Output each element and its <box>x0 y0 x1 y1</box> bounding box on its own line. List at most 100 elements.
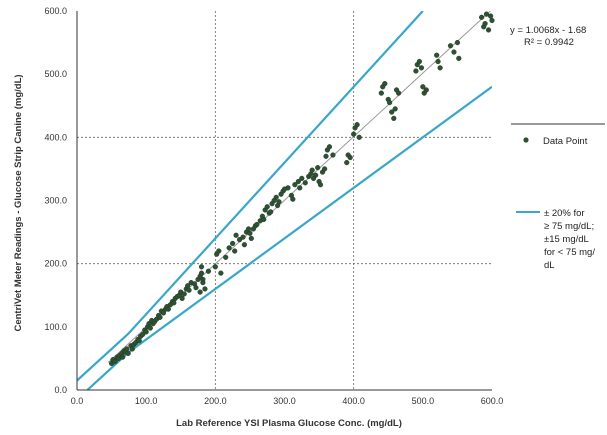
data-point <box>454 39 461 46</box>
data-point <box>309 167 315 173</box>
data-point <box>482 21 488 27</box>
data-point <box>226 245 232 251</box>
y-tick-label: 600.0 <box>44 6 67 16</box>
data-point <box>268 209 274 215</box>
data-point <box>435 58 441 65</box>
data-point <box>297 185 303 191</box>
data-point <box>236 237 243 243</box>
x-axis-title: Lab Reference YSI Plasma Glucose Conc. (… <box>176 418 402 429</box>
data-point <box>451 49 457 55</box>
data-point <box>351 131 357 137</box>
y-axis-title: CentriVet Meter Readings - Glucose Strip… <box>13 74 24 331</box>
data-point <box>387 99 393 106</box>
data-point <box>299 175 305 181</box>
data-point <box>198 264 205 270</box>
data-point <box>179 295 185 302</box>
data-point <box>197 289 203 295</box>
data-point <box>413 68 419 74</box>
data-point <box>264 204 270 210</box>
upper-bound-line <box>77 11 424 382</box>
data-point <box>382 81 388 87</box>
data-point <box>344 160 350 166</box>
data-point <box>391 115 397 121</box>
data-point <box>420 84 426 90</box>
x-tick-label: 300.0 <box>273 396 296 406</box>
data-point <box>322 166 328 172</box>
data-point <box>285 185 291 191</box>
data-point <box>290 196 296 202</box>
data-point <box>248 235 254 242</box>
data-point <box>165 306 171 312</box>
legend-label-bounds-line: ≥ 75 mg/dL; <box>544 221 594 232</box>
data-point <box>112 358 118 365</box>
x-tick-label: 600.0 <box>481 396 504 406</box>
data-point <box>193 285 199 291</box>
x-tick-label: 400.0 <box>342 396 365 406</box>
data-point <box>171 300 177 306</box>
y-tick-label: 100.0 <box>44 322 67 332</box>
data-point <box>323 153 329 159</box>
data-point <box>136 338 142 344</box>
data-point <box>212 264 218 270</box>
data-point <box>200 276 206 283</box>
data-point <box>456 55 462 61</box>
x-tick-label: 0.0 <box>71 396 84 406</box>
axes <box>76 11 492 391</box>
x-tick-label: 200.0 <box>204 396 227 406</box>
legend-label-data-point: Data Point <box>543 136 588 147</box>
y-tick-label: 0.0 <box>54 385 67 395</box>
data-point <box>447 43 454 49</box>
data-point <box>205 268 212 274</box>
data-point <box>315 165 321 171</box>
data-point <box>423 87 429 93</box>
data-point <box>241 242 247 248</box>
data-points <box>108 11 495 367</box>
data-point <box>125 350 131 356</box>
y-tick-labels: 0.0 100.0 200.0 300.0 400.0 500.0 600.0 <box>44 6 67 395</box>
data-point <box>292 182 298 188</box>
data-point <box>418 65 425 71</box>
data-point <box>489 17 495 24</box>
legend-label-bounds-line: for < 75 mg/ <box>544 247 595 258</box>
data-point <box>313 172 319 178</box>
data-point <box>120 354 126 360</box>
legend-label-bounds-line: ± 20% for <box>544 208 585 219</box>
data-point <box>488 13 494 19</box>
legend-label-bounds-line: ±15 mg/dL <box>544 234 589 245</box>
data-point <box>317 182 324 188</box>
data-point <box>230 240 236 247</box>
data-point <box>356 134 362 140</box>
data-point <box>129 346 135 352</box>
data-point <box>223 254 229 260</box>
data-point <box>240 234 246 240</box>
data-point <box>347 154 353 161</box>
data-point <box>302 180 308 186</box>
data-point <box>437 65 443 71</box>
lower-bound-line <box>86 85 492 390</box>
legend-label-bounds-line: dL <box>544 260 555 271</box>
legend: Data Point ± 20% for ≥ 75 mg/dL; ±15 mg/dL f… <box>516 136 595 271</box>
data-point <box>396 90 402 96</box>
data-point <box>261 216 267 223</box>
y-tick-label: 300.0 <box>44 196 67 206</box>
data-point <box>186 287 192 293</box>
data-point <box>378 90 384 96</box>
data-point <box>485 27 492 33</box>
data-point <box>140 331 146 338</box>
data-point <box>326 144 333 150</box>
y-tick-label: 500.0 <box>44 69 67 79</box>
data-point <box>143 329 149 335</box>
y-tick-label: 200.0 <box>44 259 67 269</box>
data-point <box>330 152 336 158</box>
legend-dot-marker <box>523 137 529 143</box>
data-point <box>273 194 279 200</box>
data-point <box>354 122 360 128</box>
data-point <box>216 248 222 254</box>
data-point <box>247 230 253 236</box>
data-point <box>233 232 239 238</box>
data-point <box>276 199 282 205</box>
x-tick-label: 100.0 <box>135 396 158 406</box>
data-point <box>157 314 163 320</box>
data-point <box>198 270 205 276</box>
